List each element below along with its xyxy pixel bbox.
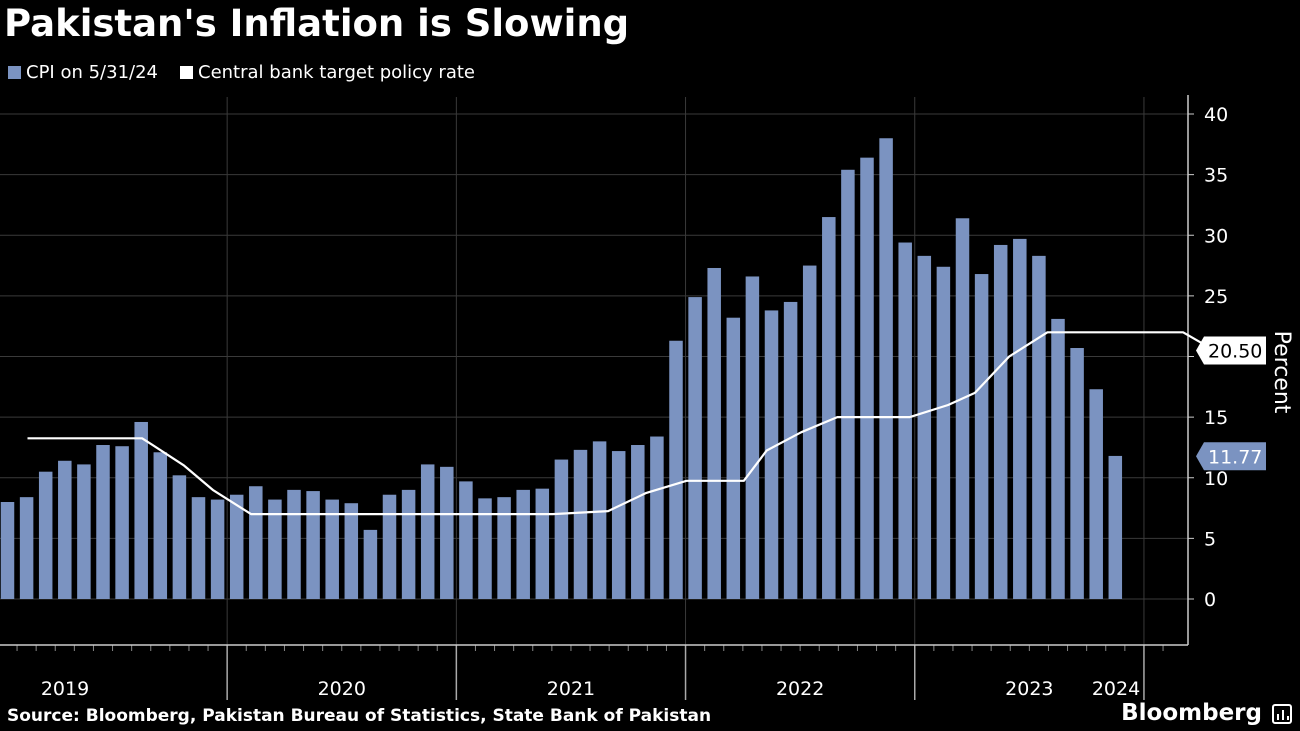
bloomberg-logo: Bloomberg xyxy=(1121,700,1262,726)
legend-swatch-cpi xyxy=(8,66,21,79)
y-tick-label: 5 xyxy=(1204,528,1216,550)
cpi-bar xyxy=(306,491,320,599)
cpi-bar xyxy=(936,266,951,599)
legend-item-policy-rate: Central bank target policy rate xyxy=(180,62,475,83)
cpi-bar xyxy=(611,451,626,599)
x-year-label: 2024 xyxy=(1092,678,1140,700)
cpi-bar xyxy=(1032,255,1046,600)
y-tick-label: 40 xyxy=(1204,104,1228,126)
cpi-bar xyxy=(0,502,15,599)
y-tick-label: 0 xyxy=(1204,589,1216,611)
cpi-bar xyxy=(134,421,148,599)
x-year-label: 2020 xyxy=(318,678,366,700)
cpi-bar xyxy=(516,489,530,599)
cpi-bar xyxy=(1108,455,1123,599)
cpi-bar xyxy=(1013,238,1027,599)
legend-label-cpi: CPI on 5/31/24 xyxy=(26,62,158,83)
y-tick-label: 30 xyxy=(1204,225,1228,247)
chart-title: Pakistan's Inflation is Slowing xyxy=(4,2,630,45)
cpi-bar xyxy=(77,464,91,599)
y-tick-label: 10 xyxy=(1204,468,1228,490)
cpi-bar xyxy=(115,446,129,599)
cpi-bar xyxy=(478,498,492,599)
cpi-bar xyxy=(172,475,187,599)
cpi-callout: 11.77 xyxy=(1196,442,1266,471)
cpi-bar xyxy=(974,274,989,599)
cpi-bar xyxy=(898,242,912,599)
cpi-bar xyxy=(249,486,263,599)
y-axis-title: Percent xyxy=(1269,331,1294,414)
cpi-bar xyxy=(650,436,664,599)
cpi-bar xyxy=(707,267,721,599)
cpi-bar xyxy=(38,471,53,599)
cpi-callout-text: 11.77 xyxy=(1208,446,1262,468)
y-tick-label: 15 xyxy=(1204,407,1228,429)
cpi-bar xyxy=(268,499,282,599)
cpi-bar xyxy=(19,497,34,599)
cpi-bar xyxy=(955,218,970,599)
x-year-label: 2021 xyxy=(547,678,595,700)
cpi-bar xyxy=(993,244,1008,599)
cpi-bar xyxy=(229,494,244,599)
cpi-bar xyxy=(497,497,511,599)
cpi-bar xyxy=(554,459,569,599)
cpi-bar xyxy=(726,317,741,599)
cpi-bar xyxy=(592,441,607,599)
cpi-bar xyxy=(420,464,435,599)
policy-rate-callout-text: 20.50 xyxy=(1208,340,1262,362)
cpi-bar xyxy=(573,449,588,599)
cpi-bar xyxy=(669,340,683,599)
cpi-bar xyxy=(535,488,550,599)
cpi-bar xyxy=(1051,318,1065,599)
cpi-bar xyxy=(745,276,760,599)
cpi-bar xyxy=(153,452,168,599)
source-note: Source: Bloomberg, Pakistan Bureau of St… xyxy=(7,706,712,726)
y-tick-label: 35 xyxy=(1204,165,1228,187)
cpi-bar xyxy=(210,499,225,599)
cpi-bar xyxy=(802,265,817,599)
cpi-bar xyxy=(440,466,454,599)
cpi-bar xyxy=(688,297,702,599)
cpi-bar xyxy=(401,489,416,599)
cpi-bar xyxy=(363,529,378,599)
y-tick-label: 25 xyxy=(1204,286,1228,308)
policy-rate-callout: 20.50 xyxy=(1196,336,1266,365)
legend-label-policy-rate: Central bank target policy rate xyxy=(198,62,475,83)
cpi-bar xyxy=(860,157,874,599)
cpi-bar xyxy=(841,169,855,599)
cpi-bar xyxy=(783,301,798,599)
x-year-label: 2022 xyxy=(776,678,824,700)
cpi-bar xyxy=(325,499,339,599)
cpi-bar xyxy=(1089,389,1103,599)
legend-item-cpi: CPI on 5/31/24 xyxy=(8,62,158,83)
policy-rate-callout-box xyxy=(1196,336,1266,365)
cpi-bar xyxy=(917,255,932,600)
cpi-bar xyxy=(879,138,893,599)
cpi-bar xyxy=(764,310,779,599)
bloomberg-chart-icon xyxy=(1272,704,1292,724)
legend-swatch-policy-rate xyxy=(180,66,193,79)
cpi-bar xyxy=(822,217,836,599)
cpi-bar xyxy=(631,445,645,599)
x-year-label: 2019 xyxy=(41,678,89,700)
policy-rate-line xyxy=(27,331,1226,516)
cpi-bar xyxy=(382,494,397,599)
cpi-bar xyxy=(459,481,473,599)
cpi-bar xyxy=(287,489,301,599)
cpi-callout-box xyxy=(1196,442,1266,471)
cpi-bar xyxy=(191,497,206,599)
legend: CPI on 5/31/24 Central bank target polic… xyxy=(8,62,497,83)
cpi-bar xyxy=(1070,348,1084,599)
cpi-bar xyxy=(96,445,110,599)
x-year-label: 2023 xyxy=(1005,678,1053,700)
cpi-bar xyxy=(344,503,359,599)
cpi-bar xyxy=(58,460,72,599)
